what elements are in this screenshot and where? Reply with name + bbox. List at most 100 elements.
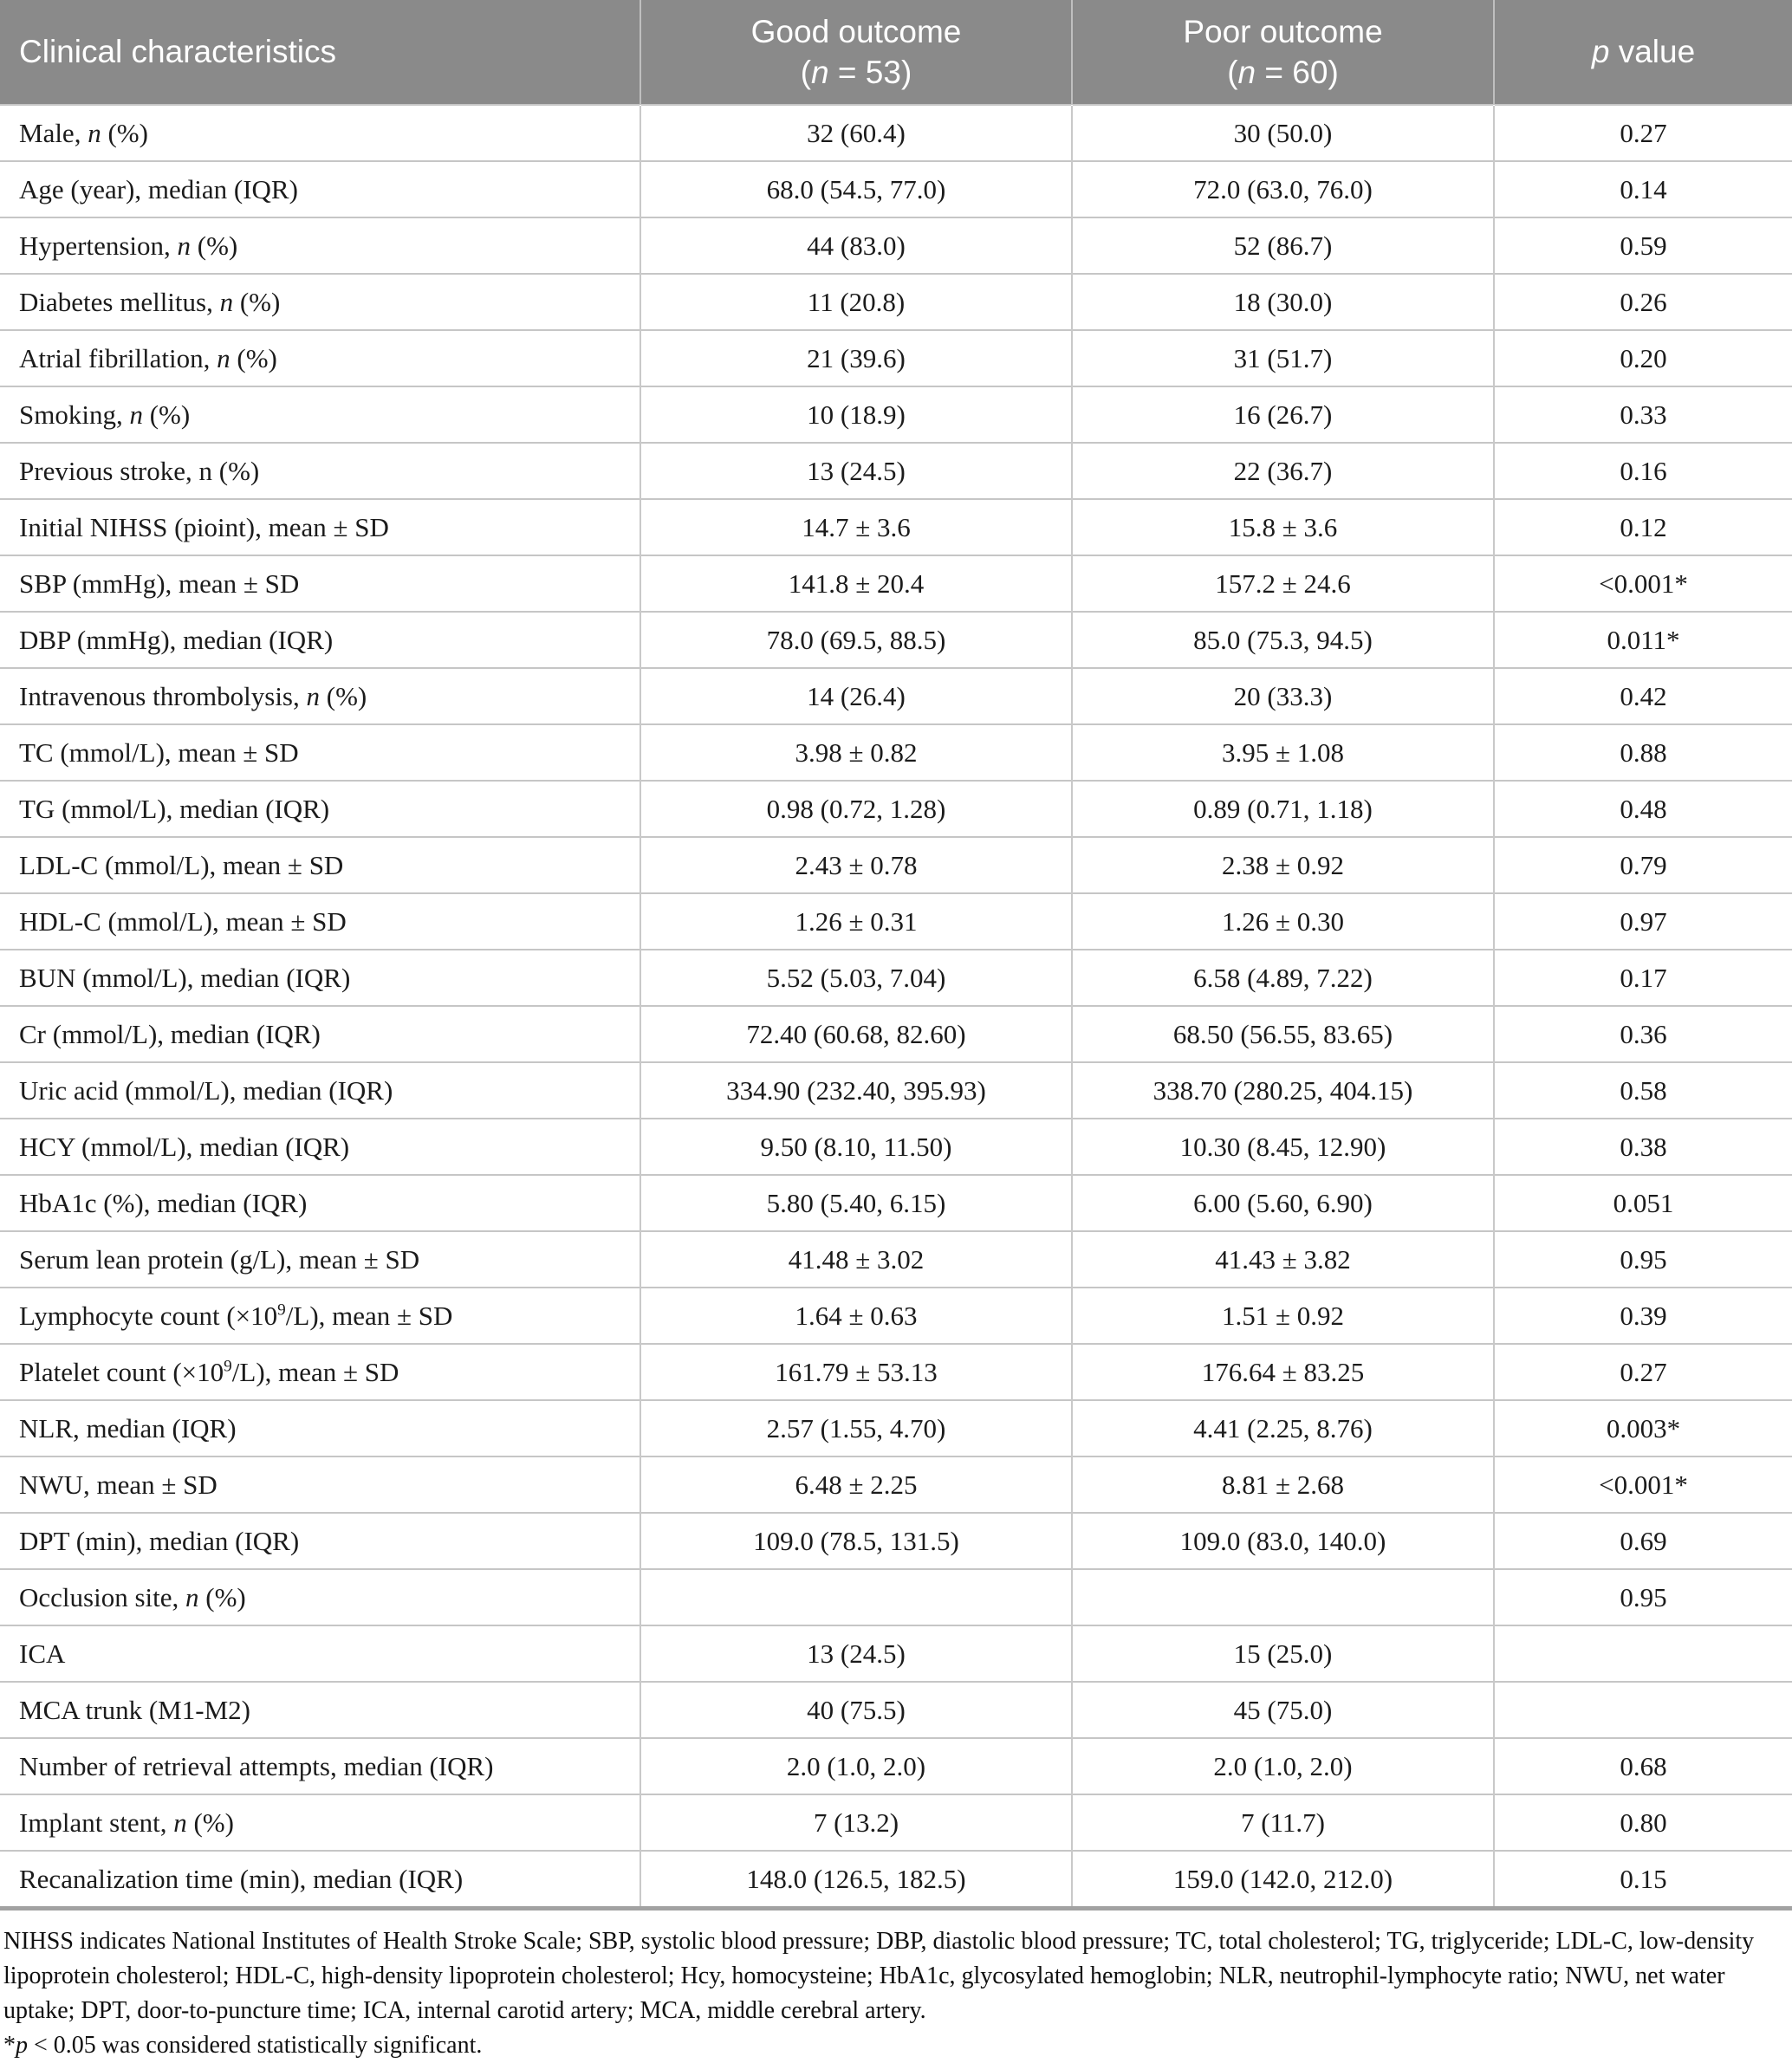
poor-outcome-value-cell: 338.70 (280.25, 404.15) [1071, 1061, 1494, 1119]
good-outcome-value-cell: 44 (83.0) [640, 217, 1072, 274]
table-row: TG (mmol/L), median (IQR) 0.98 (0.72, 1.… [0, 780, 1792, 837]
table-row: ICA 13 (24.5) 15 (25.0) [0, 1625, 1792, 1682]
row-label-cell: Implant stent, n (%) [0, 1794, 640, 1851]
poor-outcome-value-cell: 2.38 ± 0.92 [1071, 836, 1494, 893]
table-row: MCA trunk (M1-M2) 40 (75.5) 45 (75.0) [0, 1681, 1792, 1738]
good-outcome-value-cell: 3.98 ± 0.82 [640, 723, 1072, 781]
row-label-cell: NWU, mean ± SD [0, 1456, 640, 1513]
p-value-cell: 0.95 [1493, 1230, 1792, 1288]
poor-outcome-value-cell: 109.0 (83.0, 140.0) [1071, 1512, 1494, 1569]
poor-outcome-value-cell: 1.51 ± 0.92 [1071, 1287, 1494, 1344]
p-value-cell: 0.88 [1493, 723, 1792, 781]
poor-outcome-value-cell: 16 (26.7) [1071, 386, 1494, 443]
row-label-cell: Male, n (%) [0, 104, 640, 161]
table-row: DPT (min), median (IQR) 109.0 (78.5, 131… [0, 1512, 1792, 1569]
row-label-cell: TG (mmol/L), median (IQR) [0, 780, 640, 837]
p-value-cell [1493, 1681, 1792, 1738]
table-footnotes: NIHSS indicates National Institutes of H… [0, 1924, 1792, 2063]
header-line: Poor outcome [1183, 13, 1383, 49]
header-cell-good-outcome: Good outcome (n = 53) [640, 0, 1072, 105]
p-value-cell: 0.79 [1493, 836, 1792, 893]
poor-outcome-value-cell: 22 (36.7) [1071, 442, 1494, 499]
row-label-cell: ICA [0, 1625, 640, 1682]
header-cell-clinical-characteristics: Clinical characteristics [0, 0, 640, 105]
poor-outcome-value-cell: 41.43 ± 3.82 [1071, 1230, 1494, 1288]
good-outcome-value-cell: 40 (75.5) [640, 1681, 1072, 1738]
row-label-cell: HCY (mmol/L), median (IQR) [0, 1118, 640, 1175]
row-label-cell: DBP (mmHg), median (IQR) [0, 611, 640, 668]
p-value-cell: 0.17 [1493, 949, 1792, 1006]
table-row: LDL-C (mmol/L), mean ± SD 2.43 ± 0.78 2.… [0, 836, 1792, 893]
p-value-cell: <0.001* [1493, 555, 1792, 612]
table-header: Clinical characteristics Good outcome (n… [0, 0, 1792, 105]
good-outcome-value-cell: 0.98 (0.72, 1.28) [640, 780, 1072, 837]
row-label-cell: Occlusion site, n (%) [0, 1568, 640, 1625]
good-outcome-value-cell: 13 (24.5) [640, 1625, 1072, 1682]
good-outcome-value-cell: 13 (24.5) [640, 442, 1072, 499]
row-label-cell: TC (mmol/L), mean ± SD [0, 723, 640, 781]
table-row: NLR, median (IQR) 2.57 (1.55, 4.70) 4.41… [0, 1399, 1792, 1456]
good-outcome-value-cell: 109.0 (78.5, 131.5) [640, 1512, 1072, 1569]
poor-outcome-value-cell: 6.58 (4.89, 7.22) [1071, 949, 1494, 1006]
poor-outcome-value-cell: 4.41 (2.25, 8.76) [1071, 1399, 1494, 1456]
p-value-cell [1493, 1625, 1792, 1682]
good-outcome-value-cell: 2.0 (1.0, 2.0) [640, 1737, 1072, 1794]
header-subline-n53: (n = 53) [800, 55, 912, 90]
good-outcome-value-cell: 7 (13.2) [640, 1794, 1072, 1851]
row-label-cell: Age (year), median (IQR) [0, 160, 640, 217]
table-row: Serum lean protein (g/L), mean ± SD 41.4… [0, 1230, 1792, 1288]
row-label-cell: Serum lean protein (g/L), mean ± SD [0, 1230, 640, 1288]
poor-outcome-value-cell [1071, 1568, 1494, 1625]
good-outcome-value-cell: 334.90 (232.40, 395.93) [640, 1061, 1072, 1119]
p-value-cell: 0.011* [1493, 611, 1792, 668]
p-value-cell: 0.42 [1493, 667, 1792, 724]
poor-outcome-value-cell: 15.8 ± 3.6 [1071, 498, 1494, 555]
table-row: Intravenous thrombolysis, n (%) 14 (26.4… [0, 667, 1792, 724]
poor-outcome-value-cell: 30 (50.0) [1071, 104, 1494, 161]
table-row: Diabetes mellitus, n (%) 11 (20.8) 18 (3… [0, 273, 1792, 330]
row-label-cell: HDL-C (mmol/L), mean ± SD [0, 892, 640, 950]
table-row: Occlusion site, n (%) 0.95 [0, 1568, 1792, 1625]
table-row: Lymphocyte count (×109/L), mean ± SD 1.6… [0, 1287, 1792, 1344]
table-row: DBP (mmHg), median (IQR) 78.0 (69.5, 88.… [0, 611, 1792, 668]
good-outcome-value-cell: 2.57 (1.55, 4.70) [640, 1399, 1072, 1456]
header-cell-poor-outcome: Poor outcome (n = 60) [1071, 0, 1494, 105]
poor-outcome-value-cell: 176.64 ± 83.25 [1071, 1343, 1494, 1400]
header-line: p value [1591, 34, 1696, 70]
table-row: SBP (mmHg), mean ± SD 141.8 ± 20.4 157.2… [0, 555, 1792, 612]
row-label-cell: Hypertension, n (%) [0, 217, 640, 274]
good-outcome-value-cell: 68.0 (54.5, 77.0) [640, 160, 1072, 217]
row-label-cell: SBP (mmHg), mean ± SD [0, 555, 640, 612]
table-row: Smoking, n (%) 10 (18.9) 16 (26.7) 0.33 [0, 386, 1792, 443]
row-label-cell: Previous stroke, n (%) [0, 442, 640, 499]
good-outcome-value-cell: 141.8 ± 20.4 [640, 555, 1072, 612]
row-label-cell: LDL-C (mmol/L), mean ± SD [0, 836, 640, 893]
footnote-significance: *p < 0.05 was considered statistically s… [3, 2032, 483, 2060]
table-row: Implant stent, n (%) 7 (13.2) 7 (11.7) 0… [0, 1794, 1792, 1851]
good-outcome-value-cell [640, 1568, 1072, 1625]
table-row: Cr (mmol/L), median (IQR) 72.40 (60.68, … [0, 1005, 1792, 1062]
table-row: Recanalization time (min), median (IQR) … [0, 1850, 1792, 1911]
table-row: Atrial fibrillation, n (%) 21 (39.6) 31 … [0, 329, 1792, 386]
poor-outcome-value-cell: 2.0 (1.0, 2.0) [1071, 1737, 1494, 1794]
poor-outcome-value-cell: 0.89 (0.71, 1.18) [1071, 780, 1494, 837]
poor-outcome-value-cell: 68.50 (56.55, 83.65) [1071, 1005, 1494, 1062]
header-line: Good outcome [750, 13, 962, 49]
p-value-cell: 0.33 [1493, 386, 1792, 443]
good-outcome-value-cell: 78.0 (69.5, 88.5) [640, 611, 1072, 668]
good-outcome-value-cell: 14.7 ± 3.6 [640, 498, 1072, 555]
row-label-cell: Cr (mmol/L), median (IQR) [0, 1005, 640, 1062]
good-outcome-value-cell: 5.80 (5.40, 6.15) [640, 1174, 1072, 1231]
poor-outcome-value-cell: 52 (86.7) [1071, 217, 1494, 274]
table-row: HDL-C (mmol/L), mean ± SD 1.26 ± 0.31 1.… [0, 892, 1792, 950]
table-row: Number of retrieval attempts, median (IQ… [0, 1737, 1792, 1794]
row-label-cell: Lymphocyte count (×109/L), mean ± SD [0, 1287, 640, 1344]
row-label-cell: Uric acid (mmol/L), median (IQR) [0, 1061, 640, 1119]
p-value-cell: 0.16 [1493, 442, 1792, 499]
row-label-cell: Number of retrieval attempts, median (IQ… [0, 1737, 640, 1794]
p-value-cell: 0.95 [1493, 1568, 1792, 1625]
table-row: NWU, mean ± SD 6.48 ± 2.25 8.81 ± 2.68 <… [0, 1456, 1792, 1513]
row-label-cell: BUN (mmol/L), median (IQR) [0, 949, 640, 1006]
row-label-cell: MCA trunk (M1-M2) [0, 1681, 640, 1738]
table-row: HCY (mmol/L), median (IQR) 9.50 (8.10, 1… [0, 1118, 1792, 1175]
